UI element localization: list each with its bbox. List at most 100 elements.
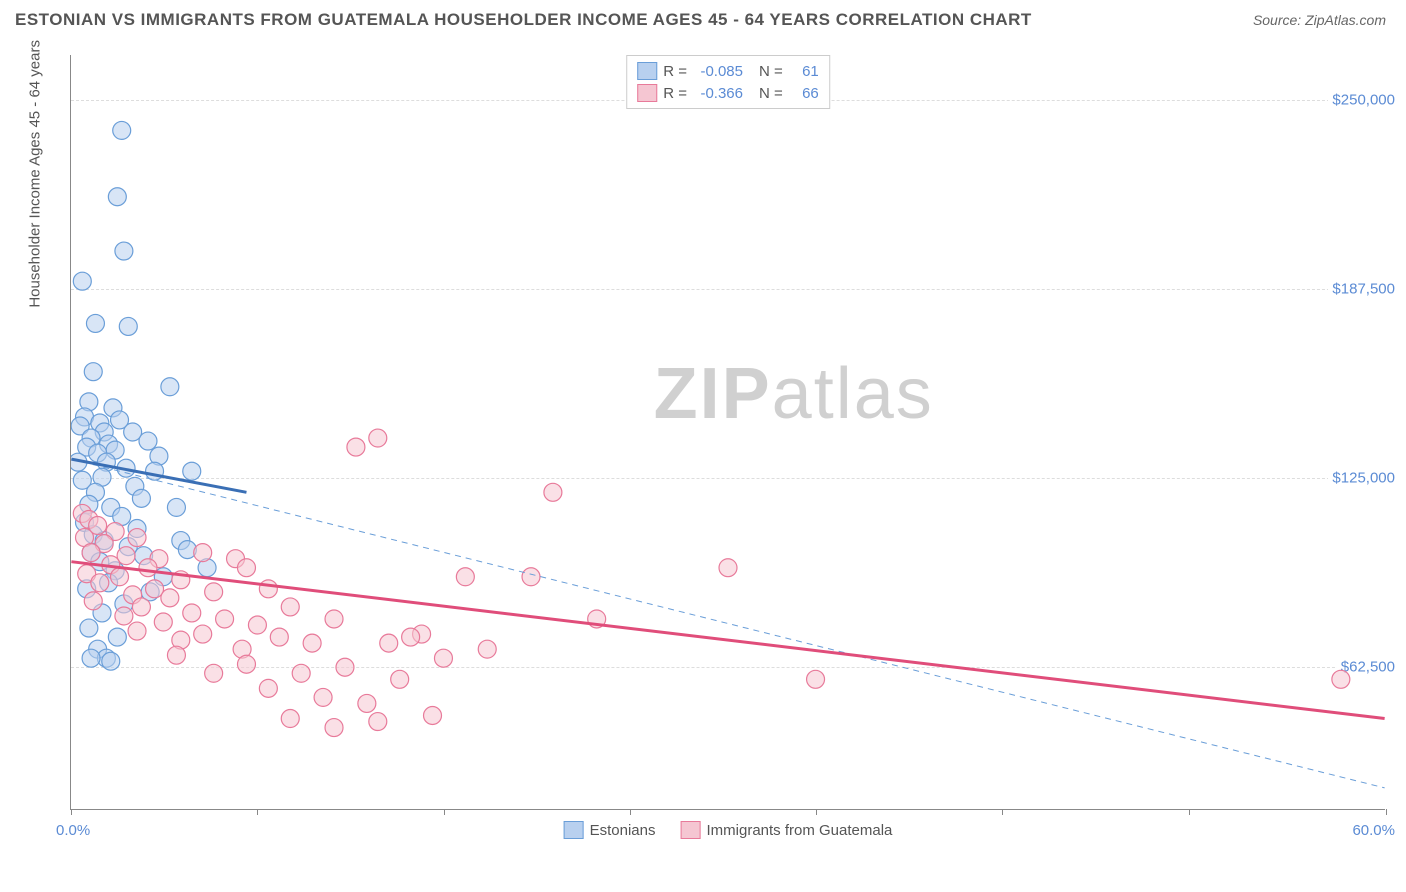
data-point xyxy=(237,655,255,673)
data-point xyxy=(325,719,343,737)
series-legend-item: Estonians xyxy=(564,821,656,839)
x-tick xyxy=(630,809,631,815)
data-point xyxy=(336,658,354,676)
data-point xyxy=(132,489,150,507)
y-axis-label: Householder Income Ages 45 - 64 years xyxy=(27,40,44,308)
data-point xyxy=(259,679,277,697)
data-point xyxy=(369,713,387,731)
data-point xyxy=(402,628,420,646)
data-point xyxy=(115,607,133,625)
chart-container: Householder Income Ages 45 - 64 years ZI… xyxy=(45,55,1385,810)
data-point xyxy=(194,625,212,643)
chart-title: ESTONIAN VS IMMIGRANTS FROM GUATEMALA HO… xyxy=(15,10,1032,30)
data-point xyxy=(544,483,562,501)
data-point xyxy=(84,592,102,610)
x-tick xyxy=(1002,809,1003,815)
data-point xyxy=(161,378,179,396)
trend-line-dashed xyxy=(71,459,1384,788)
data-point xyxy=(80,619,98,637)
data-point xyxy=(132,598,150,616)
source-label: Source: ZipAtlas.com xyxy=(1253,12,1386,28)
n-label: N = xyxy=(759,85,783,102)
n-label: N = xyxy=(759,63,783,80)
x-tick xyxy=(444,809,445,815)
data-point xyxy=(237,559,255,577)
series-legend-label: Immigrants from Guatemala xyxy=(706,822,892,839)
data-point xyxy=(347,438,365,456)
data-point xyxy=(115,242,133,260)
data-point xyxy=(82,544,100,562)
data-point xyxy=(84,363,102,381)
data-point xyxy=(91,574,109,592)
data-point xyxy=(108,628,126,646)
data-point xyxy=(139,432,157,450)
data-point xyxy=(113,121,131,139)
data-point xyxy=(108,188,126,206)
r-label: R = xyxy=(663,85,687,102)
data-point xyxy=(86,314,104,332)
data-point xyxy=(167,498,185,516)
data-point xyxy=(1332,670,1350,688)
data-point xyxy=(82,649,100,667)
data-point xyxy=(369,429,387,447)
legend-swatch xyxy=(564,821,584,839)
n-value: 66 xyxy=(789,85,819,102)
r-value: -0.085 xyxy=(693,63,743,80)
data-point xyxy=(161,589,179,607)
x-tick xyxy=(71,809,72,815)
data-point xyxy=(119,317,137,335)
data-point xyxy=(314,688,332,706)
series-legend-item: Immigrants from Guatemala xyxy=(680,821,892,839)
data-point xyxy=(434,649,452,667)
x-tick xyxy=(1189,809,1190,815)
data-point xyxy=(167,646,185,664)
data-point xyxy=(522,568,540,586)
data-point xyxy=(216,610,234,628)
data-point xyxy=(325,610,343,628)
correlation-legend-row: R = -0.085 N = 61 xyxy=(637,60,819,82)
data-point xyxy=(205,583,223,601)
data-point xyxy=(248,616,266,634)
data-point xyxy=(259,580,277,598)
data-point xyxy=(183,462,201,480)
data-point xyxy=(456,568,474,586)
data-point xyxy=(111,568,129,586)
data-point xyxy=(73,272,91,290)
data-point xyxy=(128,529,146,547)
scatter-plot-svg xyxy=(71,55,1385,809)
data-point xyxy=(205,664,223,682)
r-value: -0.366 xyxy=(693,85,743,102)
plot-area: ZIPatlas R = -0.085 N = 61 R = -0.366 N … xyxy=(70,55,1385,810)
data-point xyxy=(719,559,737,577)
data-point xyxy=(281,710,299,728)
x-axis-min-label: 0.0% xyxy=(56,822,90,839)
data-point xyxy=(194,544,212,562)
data-point xyxy=(270,628,288,646)
data-point xyxy=(380,634,398,652)
x-axis-max-label: 60.0% xyxy=(1352,822,1395,839)
series-legend-label: Estonians xyxy=(590,822,656,839)
data-point xyxy=(424,707,442,725)
data-point xyxy=(292,664,310,682)
data-point xyxy=(183,604,201,622)
data-point xyxy=(102,652,120,670)
x-tick xyxy=(816,809,817,815)
correlation-legend-row: R = -0.366 N = 66 xyxy=(637,82,819,104)
data-point xyxy=(391,670,409,688)
correlation-legend: R = -0.085 N = 61 R = -0.366 N = 66 xyxy=(626,55,830,109)
n-value: 61 xyxy=(789,63,819,80)
data-point xyxy=(154,613,172,631)
data-point xyxy=(358,694,376,712)
series-legend: Estonians Immigrants from Guatemala xyxy=(564,821,893,839)
data-point xyxy=(128,622,146,640)
legend-swatch xyxy=(637,84,657,102)
x-tick xyxy=(257,809,258,815)
legend-swatch xyxy=(637,62,657,80)
data-point xyxy=(281,598,299,616)
data-point xyxy=(303,634,321,652)
data-point xyxy=(807,670,825,688)
data-point xyxy=(478,640,496,658)
legend-swatch xyxy=(680,821,700,839)
r-label: R = xyxy=(663,63,687,80)
data-point xyxy=(139,559,157,577)
